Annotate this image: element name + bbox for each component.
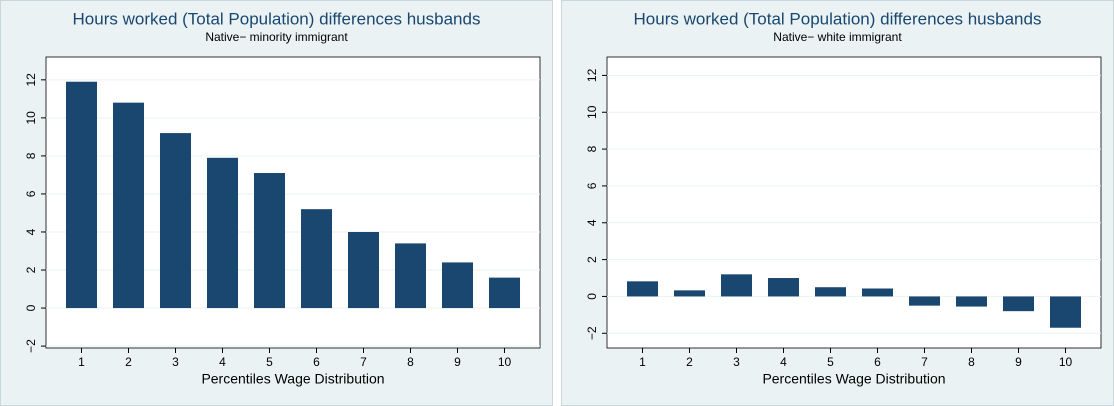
x-tick-label: 7 [360,355,367,369]
y-tick-label: −2 [24,339,38,353]
y-tick-label: 4 [24,228,38,235]
bar [908,296,941,306]
bar [673,290,706,297]
x-tick-label: 10 [1059,355,1073,369]
y-tick-label: −2 [585,326,599,340]
y-tick-label: 12 [585,68,599,82]
x-tick-label: 3 [172,355,179,369]
y-tick-label: 8 [24,152,38,159]
y-tick-label: 6 [24,190,38,197]
chart-subtitle: Native− minority immigrant [205,30,348,44]
bar [767,278,800,297]
x-tick-label: 9 [1015,355,1022,369]
bar [394,243,427,309]
x-tick-label: 1 [639,355,646,369]
y-tick-label: 8 [585,145,599,152]
x-axis-label: Percentiles Wage Distribution [201,371,384,387]
bar [626,281,659,297]
x-axis-label: Percentiles Wage Distribution [762,371,945,387]
y-tick-label: 10 [24,111,38,125]
bar [253,173,286,309]
x-tick-label: 2 [125,355,132,369]
bar [300,209,333,309]
bar [488,277,521,309]
y-tick-label: 6 [585,182,599,189]
y-tick-label: 2 [24,266,38,273]
bar [347,231,380,309]
x-tick-label: 1 [78,355,85,369]
chart-subtitle: Native− white immigrant [773,30,902,44]
bar [112,102,145,309]
y-tick-label: 0 [585,293,599,300]
bar [206,157,239,309]
x-tick-label: 5 [266,355,273,369]
x-tick-label: 8 [968,355,975,369]
x-tick-label: 9 [454,355,461,369]
x-tick-label: 8 [407,355,414,369]
x-tick-label: 10 [498,355,512,369]
y-tick-label: 4 [585,219,599,226]
y-tick-label: 0 [24,304,38,311]
bar [861,288,894,297]
x-tick-label: 2 [686,355,693,369]
y-tick-label: 2 [585,256,599,263]
bar [814,287,847,297]
bar [720,274,753,297]
chart-panel: Hours worked (Total Population) differen… [0,0,553,406]
x-tick-label: 4 [219,355,226,369]
y-tick-label: 12 [24,73,38,87]
x-tick-label: 5 [827,355,834,369]
chart-title: Hours worked (Total Population) differen… [634,9,1042,28]
x-tick-label: 6 [313,355,320,369]
chart-panel: Hours worked (Total Population) differen… [561,0,1114,406]
bar [159,133,192,309]
y-tick-label: 10 [585,105,599,119]
bar [1049,296,1082,328]
bar [1002,296,1035,312]
x-tick-label: 4 [780,355,787,369]
x-tick-label: 7 [921,355,928,369]
chart-title: Hours worked (Total Population) differen… [73,9,481,28]
bar [441,262,474,309]
bar [65,81,98,309]
x-tick-label: 6 [874,355,881,369]
bar [955,296,988,307]
x-tick-label: 3 [733,355,740,369]
